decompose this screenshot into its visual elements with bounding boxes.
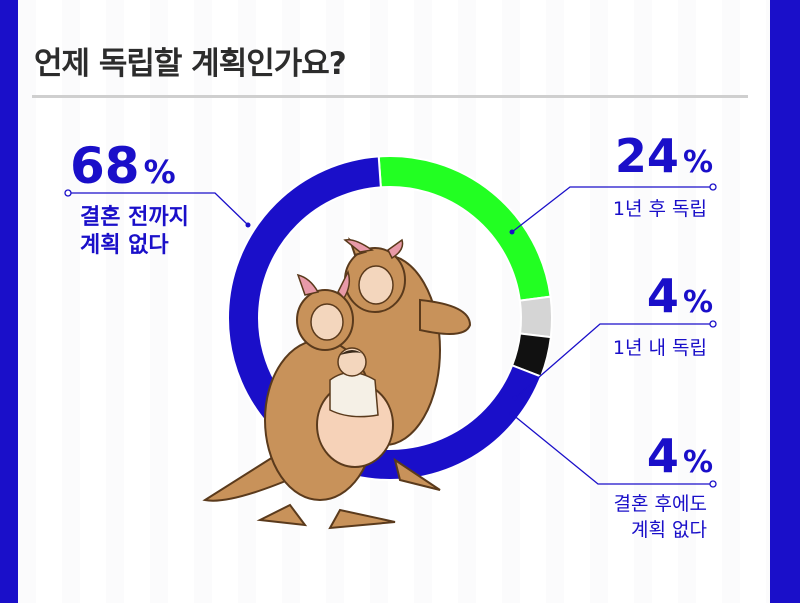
label-c-line1: 1년 내 독립 (613, 337, 707, 359)
leader-lines (68, 186, 713, 485)
leader-dot-d-outer (709, 480, 717, 488)
title-divider (32, 95, 748, 98)
label-c-percent: 4% (647, 269, 713, 323)
label-d-line1: 결혼 후에도 (614, 493, 707, 515)
label-d-line2: 계획 없다 (631, 519, 707, 541)
leader-line-a (68, 192, 249, 226)
label-b-line1: 1년 후 독립 (613, 198, 707, 220)
leader-dot-b-inner (509, 229, 515, 235)
leader-dot-c-outer (709, 320, 717, 328)
leader-line-b (511, 186, 713, 233)
leader-dots (64, 183, 717, 488)
label-b-percent: 24% (615, 129, 713, 183)
label-a-percent: 68% (70, 137, 176, 195)
label-d-percent: 4% (647, 429, 713, 483)
leader-line-d (511, 413, 713, 485)
page-title: 언제 독립할 계획인가요? (34, 46, 347, 82)
leader-dot-c-inner (512, 395, 518, 401)
leader-dot-d-inner (509, 411, 515, 417)
leader-dot-b-outer (709, 183, 717, 191)
leader-dot-a-inner (245, 222, 251, 228)
label-a-line2: 계획 없다 (80, 233, 169, 258)
label-a-line1: 결혼 전까지 (80, 205, 189, 230)
leader-line-c (514, 323, 713, 399)
leader-dots-inner (245, 222, 518, 417)
kangaroo-family-illustration (202, 237, 472, 530)
leader-dot-a-outer (64, 189, 72, 197)
slice-within-1-year (518, 295, 553, 339)
